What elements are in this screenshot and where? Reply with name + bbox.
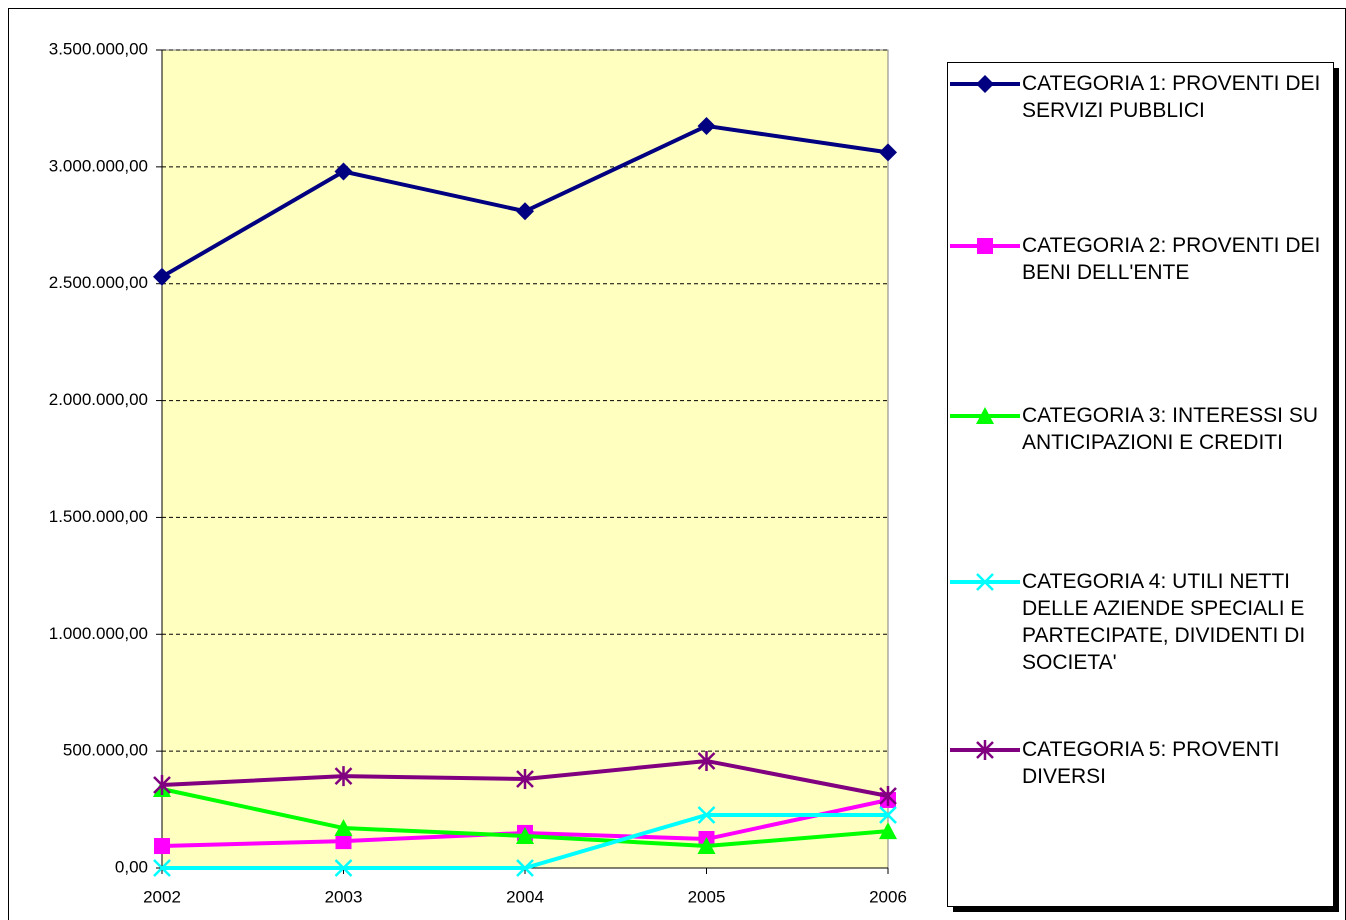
marker [516, 859, 534, 877]
y-tick-label: 1.500.000,00 [49, 507, 148, 526]
legend-label: CATEGORIA 1: PROVENTI DEI SERVIZI PUBBLI… [1022, 72, 1321, 122]
y-tick-label: 500.000,00 [63, 741, 148, 760]
y-tick-label: 2.000.000,00 [49, 390, 148, 409]
legend-label: CATEGORIA 4: UTILI NETTI DELLE AZIENDE S… [1022, 570, 1306, 674]
plot-area [161, 49, 889, 869]
marker [516, 768, 534, 789]
marker [879, 143, 897, 162]
x-tick-label: 2004 [506, 887, 544, 906]
x-tick-label: 2006 [869, 887, 907, 906]
legend-label: CATEGORIA 5: PROVENTI DIVERSI [1022, 738, 1280, 788]
marker [153, 775, 171, 796]
x-tick-label: 2005 [688, 887, 726, 906]
marker [977, 238, 993, 254]
marker [153, 859, 171, 877]
marker [154, 838, 170, 855]
marker [879, 786, 897, 807]
marker [697, 750, 716, 771]
marker [976, 75, 994, 93]
y-tick-label: 0,00 [115, 857, 148, 876]
legend-box [947, 62, 1334, 907]
marker [334, 162, 353, 181]
legend-label: CATEGORIA 3: INTERESSI SU ANTICIPAZIONI … [1022, 404, 1319, 454]
y-tick-label: 2.500.000,00 [49, 273, 148, 292]
y-tick-label: 3.500.000,00 [49, 39, 148, 58]
marker [334, 766, 353, 787]
marker [334, 819, 353, 837]
marker [334, 859, 353, 877]
marker [879, 806, 897, 824]
x-tick-label: 2003 [325, 887, 363, 906]
marker [697, 116, 716, 135]
marker [976, 740, 994, 760]
marker [697, 837, 716, 855]
marker [516, 826, 534, 844]
marker [335, 833, 352, 850]
marker [697, 806, 716, 824]
x-tick-label: 2002 [143, 887, 181, 906]
y-tick-label: 3.000.000,00 [49, 156, 148, 175]
y-tick-label: 1.000.000,00 [49, 624, 148, 643]
marker [516, 202, 534, 221]
marker [879, 822, 897, 840]
legend-label: CATEGORIA 2: PROVENTI DEI BENI DELL'ENTE [1022, 234, 1321, 284]
marker [976, 573, 994, 591]
marker [153, 267, 171, 286]
marker [976, 407, 994, 424]
